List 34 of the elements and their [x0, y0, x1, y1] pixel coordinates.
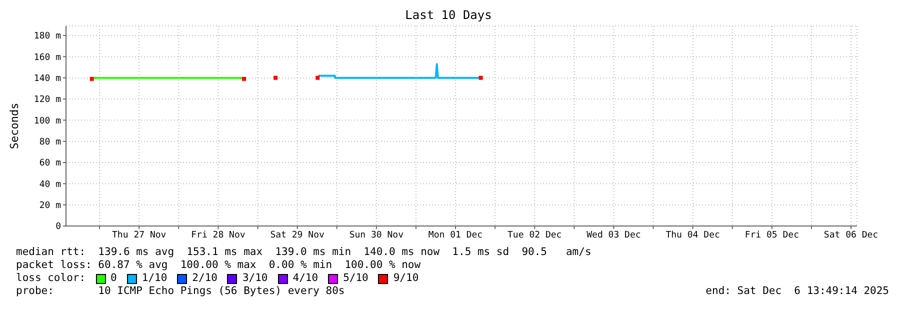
x-tick-label: Fri 28 Nov: [191, 230, 246, 240]
x-tick-label: Mon 01 Dec: [428, 230, 483, 240]
x-tick-label: Sat 29 Nov: [270, 230, 324, 240]
legend-label: 5/10: [343, 272, 368, 285]
legend-label: 3/10: [242, 272, 268, 285]
x-tick-label: Sun 30 Nov: [349, 230, 404, 240]
x-tick-label: Tue 02 Dec: [508, 230, 562, 240]
y-tick-label: 0: [56, 222, 61, 232]
text: end: Sat Dec 6 13:49:14 2025: [706, 285, 889, 298]
legend-label: 9/10: [393, 272, 419, 285]
x-tick-label: Thu 27 Nov: [112, 230, 166, 240]
legend-label: 0: [110, 272, 117, 285]
y-tick-label: 140 m: [34, 74, 61, 84]
y-axis-title: Seconds: [8, 102, 21, 150]
x-tick-label: Thu 04 Dec: [666, 230, 720, 240]
legend-title: loss color:: [16, 272, 86, 285]
x-tick-label: Wed 03 Dec: [586, 230, 641, 240]
y-tick-label: 60 m: [39, 158, 61, 169]
x-tick-label: Fri 05 Dec: [744, 230, 800, 240]
legend-label: 1/10: [142, 272, 168, 285]
y-tick-label: 160 m: [34, 52, 61, 63]
y-tick-label: 20 m: [39, 201, 61, 212]
text: median rtt: 139.6 ms avg 153.1 ms max 139.0 ms min 140.0 ms now 1.5 ms sd 90.5 am/s: [16, 246, 592, 259]
chart-title: Last 10 Days: [404, 8, 493, 22]
y-tick-label: 120 m: [34, 95, 61, 106]
x-tick-label: Sat 06 Dec: [824, 230, 878, 240]
legend-label: 4/10: [292, 272, 318, 285]
legend-label: 2/10: [192, 272, 218, 285]
text: packet loss: 60.87 % avg 100.00 % max 0.00 % min 100.00 % now: [16, 259, 422, 272]
text: probe: 10 ICMP Echo Pings (56 Bytes) every 80s: [16, 285, 345, 298]
y-tick-label: 80 m: [39, 138, 61, 148]
y-tick-label: 40 m: [39, 180, 61, 190]
y-tick-label: 100 m: [34, 116, 61, 126]
y-tick-label: 180 m: [34, 32, 61, 42]
